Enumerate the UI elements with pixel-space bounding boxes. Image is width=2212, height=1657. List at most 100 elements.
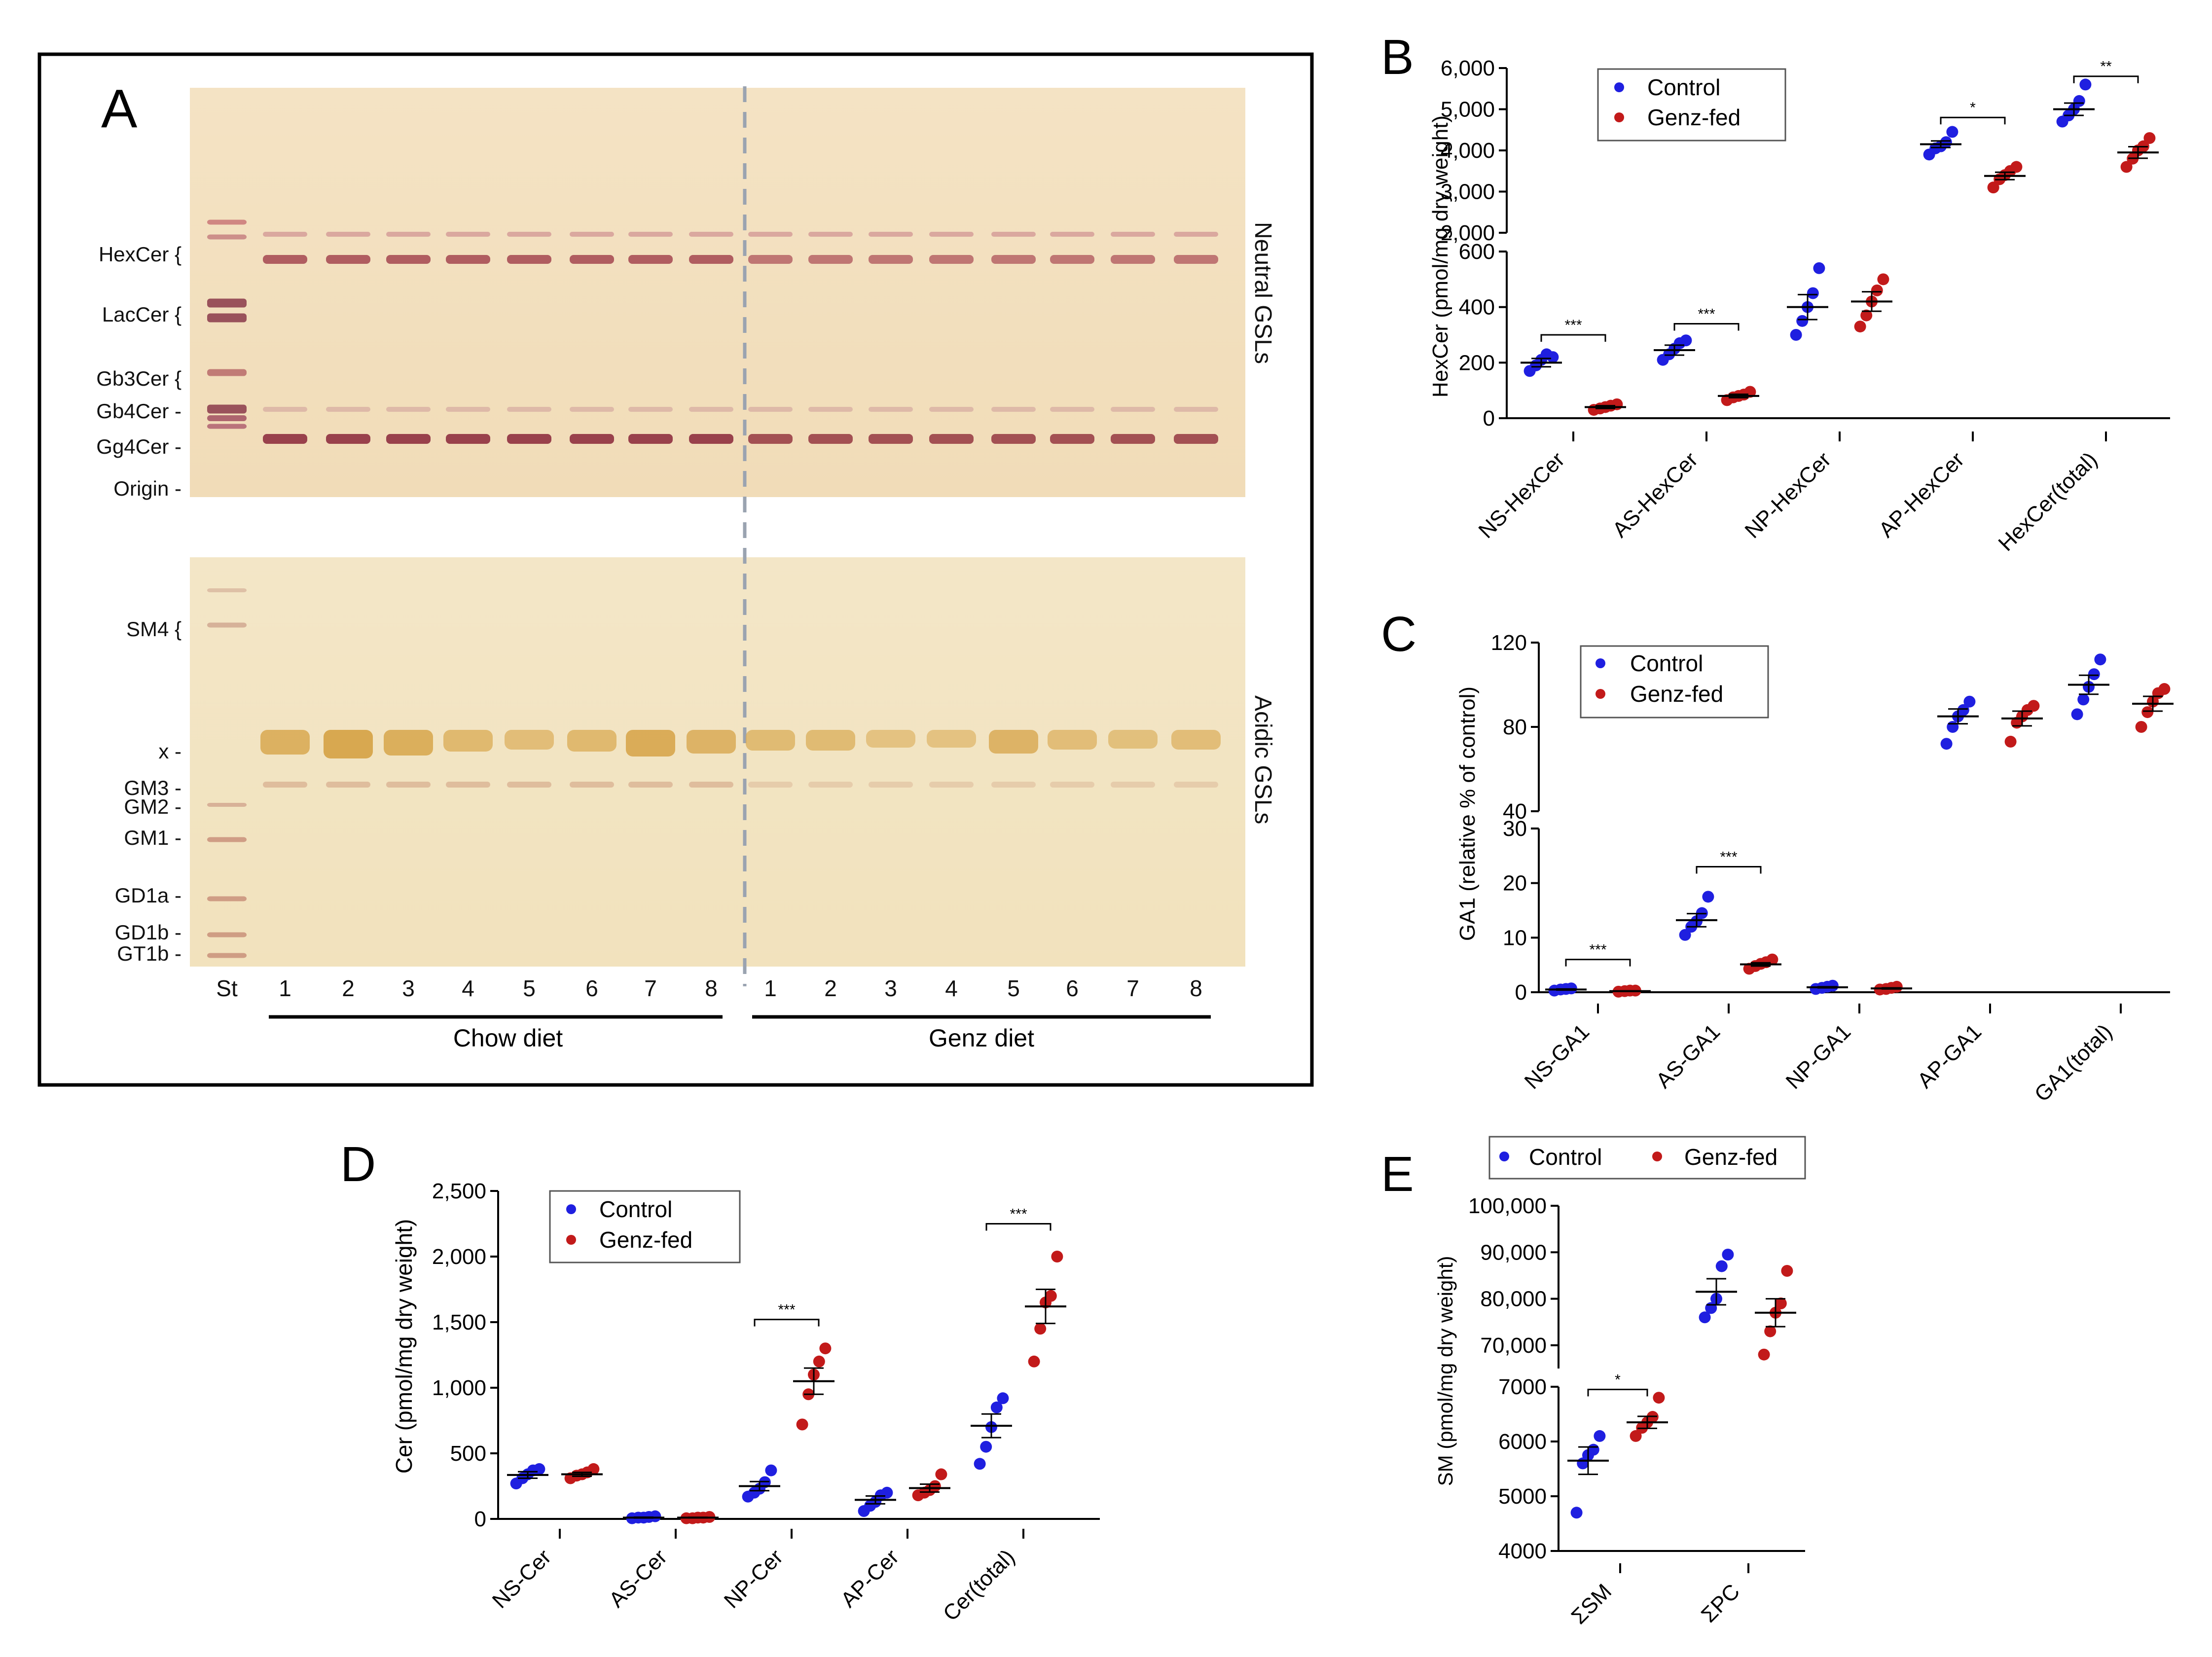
panel-d: D Cer (pmol/mg dry weight) Control Genz-… [340,1137,1100,1626]
group-label-chow: Chow diet [453,1024,563,1052]
y-tick-label: 3,000 [1441,180,1495,204]
legend-genz-dot [1614,112,1624,122]
y-tick-label: 1,500 [432,1310,486,1334]
tlc-band-x [260,730,310,755]
significance-bracket [754,1319,820,1327]
panel-e-legend [1488,1136,1806,1180]
tlc-band-standard [207,896,247,901]
tlc-band-hexcer [689,255,733,264]
y-tick-label: 10 [1503,926,1527,950]
x-tick-label: AS-HexCer [1608,447,1703,542]
panel-c: C GA1 (relative % of control) Control Ge… [1381,607,2174,1107]
significance-label: *** [1698,306,1715,322]
tlc-band-gb4cer [628,407,673,412]
tlc-band-hexcer-upper [326,232,370,237]
y-tick-label: 0 [474,1507,486,1531]
control-point [1547,351,1559,363]
y-tick-label: 70,000 [1480,1333,1547,1358]
significance-label: *** [1564,317,1582,333]
tlc-band-x [866,730,915,748]
control-point [1570,1507,1583,1519]
y-tick-label: 5000 [1498,1484,1547,1509]
tlc-band-gg4cer [748,434,793,444]
control-point [1940,136,1952,148]
tlc-band-gb4cer [1111,407,1155,412]
control-point [881,1486,893,1499]
side-label-acidic: Acidic GSLs [1250,695,1276,824]
x-tick-label: HexCer(total) [1994,447,2102,556]
band-label-gt1b: GT1b - [117,942,181,965]
y-tick-label: 100,000 [1468,1194,1547,1218]
tlc-band-x [989,730,1038,754]
x-tick-label: AS-Cer [604,1545,672,1612]
legend-control-dot [1499,1152,1509,1161]
band-label-gb3cer: Gb3Cer { [96,367,181,390]
tlc-band-gg4cer [570,434,614,444]
tlc-band-gb4cer [991,407,1036,412]
lane-label-chow-8: 8 [705,975,718,1001]
tlc-band-standard [207,953,247,958]
legend-genz-dot [1652,1152,1662,1161]
tlc-band-x [746,730,795,751]
genz-point [2141,706,2154,719]
y-tick-label: 600 [1459,240,1495,264]
tlc-band-x [927,730,976,748]
band-label-gm3: GM3 - [124,776,181,799]
legend-genz-dot [1596,689,1605,699]
tlc-band-standard [207,234,247,240]
tlc-band-gb4cer [386,407,431,412]
tlc-band-x [1048,730,1097,750]
x-tick-label: NS-GA1 [1520,1019,1594,1093]
control-point [2073,95,2085,107]
tlc-band-gg4cer [808,434,853,444]
band-label-hexcer: HexCer { [99,243,181,266]
panel-b-ylabel: HexCer (pmol/mg dry weight) [1428,115,1452,397]
panel-e-letter: E [1381,1147,1414,1202]
tlc-band-hexcer [263,255,307,264]
lane-label-genz-2: 2 [824,975,837,1001]
y-tick-label: 400 [1459,295,1495,320]
tlc-band-standard [207,219,247,225]
genz-point [1028,1355,1040,1368]
y-tick-label: 4000 [1498,1539,1547,1563]
x-tick-label: ΣPC [1697,1579,1744,1627]
tlc-band-gm3 [446,782,490,788]
control-point [997,1392,1009,1405]
genz-point [929,1480,941,1492]
genz-point [1890,980,1903,993]
genz-point [1871,284,1883,296]
legend-control-label: Control [1647,74,1720,100]
tlc-band-standard [207,369,247,376]
tlc-band-hexcer-upper [689,232,733,237]
tlc-band-x [1171,730,1221,750]
control-point [1699,1311,1711,1324]
genz-point [819,1342,832,1355]
tlc-band-x [384,730,433,756]
significance-label: *** [778,1302,795,1318]
control-point [1963,695,1976,708]
control-point [1680,334,1692,347]
tlc-band-hexcer-upper [808,232,853,237]
tlc-band-hexcer [1174,255,1218,264]
tlc-band-hexcer [570,255,614,264]
tlc-band-hexcer [808,255,853,264]
control-point [1946,126,1958,138]
tlc-band-hexcer-upper [386,232,431,237]
significance-bracket [1587,1389,1648,1397]
group-label-genz: Genz diet [929,1024,1034,1052]
genz-point [2135,721,2147,733]
tlc-band-gb4cer [326,407,370,412]
y-tick-label: 0 [1483,406,1495,431]
panel-b: B HexCer (pmol/mg dry weight) Control Ge… [1381,30,2170,556]
panel-b-chart: 6,0005,0004,0003,0002,0006004002000*****… [1441,56,2170,556]
y-tick-label: 6,000 [1441,56,1495,80]
tlc-band-standard [207,932,247,937]
genz-point [1630,1430,1642,1442]
genz-point [2004,735,2017,748]
x-tick-label: AS-GA1 [1651,1019,1725,1093]
panel-a: A HexCer { LacCer { Gb3Cer { Gb4Cer - Gg… [37,52,1314,1087]
tlc-band-standard [207,404,247,414]
y-tick-label: 5,000 [1441,98,1495,122]
legend-control-label: Control [1630,650,1703,676]
